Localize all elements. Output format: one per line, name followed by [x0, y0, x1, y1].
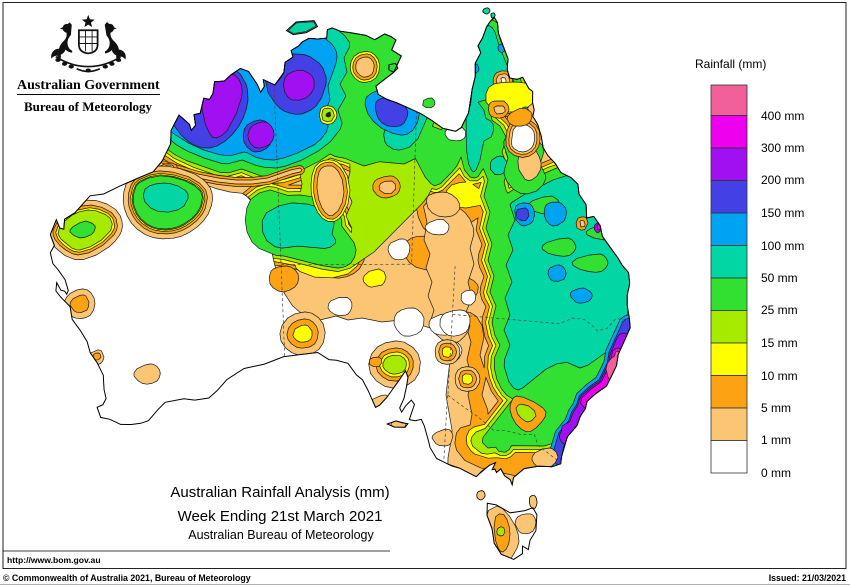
svg-text:200 mm: 200 mm [761, 173, 804, 187]
svg-text:100 mm: 100 mm [761, 239, 804, 253]
svg-text:Rainfall (mm): Rainfall (mm) [695, 57, 766, 71]
svg-text:Issued: 21/03/2021: Issued: 21/03/2021 [769, 573, 846, 583]
svg-text:Week Ending 21st March 2021: Week Ending 21st March 2021 [178, 508, 383, 525]
svg-text:300 mm: 300 mm [761, 141, 804, 155]
svg-text:25 mm: 25 mm [761, 303, 798, 317]
svg-text:5 mm: 5 mm [761, 401, 791, 415]
svg-text:Australian Rainfall Analysis (: Australian Rainfall Analysis (mm) [170, 484, 389, 501]
svg-text:Australian Bureau of Meteorolo: Australian Bureau of Meteorology [188, 528, 374, 542]
svg-text:15 mm: 15 mm [761, 336, 798, 350]
svg-text:Bureau of Meteorology: Bureau of Meteorology [24, 99, 153, 114]
svg-text:http://www.bom.gov.au: http://www.bom.gov.au [7, 555, 101, 565]
svg-text:Australian Government: Australian Government [17, 78, 160, 93]
svg-text:1 mm: 1 mm [761, 433, 791, 447]
svg-text:0 mm: 0 mm [761, 466, 791, 480]
svg-text:50 mm: 50 mm [761, 271, 798, 285]
svg-text:© Commonwealth of Australia 20: © Commonwealth of Australia 2021, Bureau… [3, 573, 251, 583]
svg-text:400 mm: 400 mm [761, 109, 804, 123]
svg-text:10 mm: 10 mm [761, 369, 798, 383]
svg-text:150 mm: 150 mm [761, 206, 804, 220]
